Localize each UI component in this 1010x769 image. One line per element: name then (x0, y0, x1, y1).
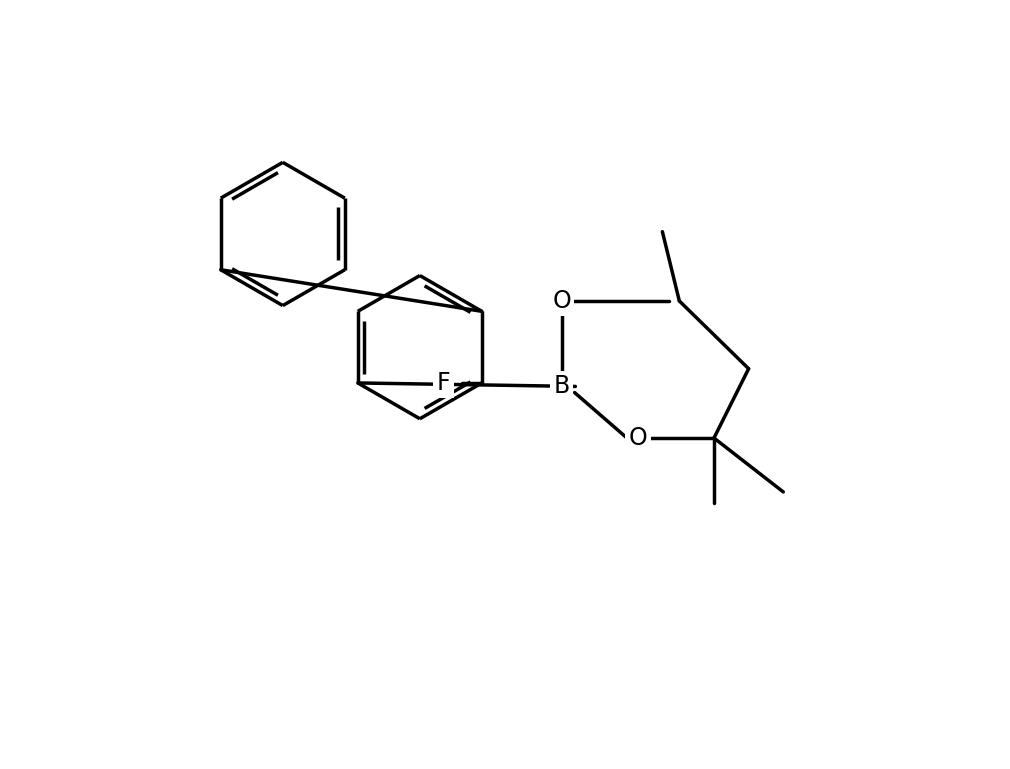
Text: O: O (628, 426, 647, 450)
Text: B: B (553, 375, 570, 398)
Text: F: F (436, 371, 450, 395)
Text: O: O (552, 289, 571, 313)
